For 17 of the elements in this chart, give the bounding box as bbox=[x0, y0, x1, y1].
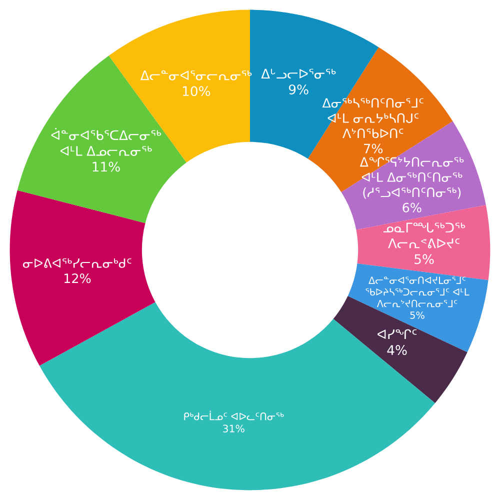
data-label: 12% bbox=[64, 274, 91, 284]
slice-label: ᐊᓯᖏᑦ bbox=[378, 329, 417, 340]
slice-label: ᓄᓇᒥᙵᖅᑐᖅ ᐱᓕᕆᕝᕕᐅᔪᑦ bbox=[383, 222, 466, 248]
data-label: 10% bbox=[182, 86, 210, 96]
slice-label: ᐃᓕᓐᓂᐊᕐᓂᑎᐊᔪᒪᓂᕐᒧᑦ ᖃᐅᔨᓴᖅᑐᓕᕆᓂᕐᒧᑦ ᐊᒻᒪ ᐱᓕᕆᔾᔪᑎᓕᕆᓂᕐᒧᑦ bbox=[366, 276, 470, 308]
slice-label: ᑭᒃᑯᓕᒫᓄᑦ ᐊᐅᓚᑦᑎᓂᖅ bbox=[184, 410, 284, 420]
data-label: 7% bbox=[364, 144, 383, 154]
data-label: 31% bbox=[223, 424, 244, 432]
slice-label: ᐋᓐᓂᐊᖃᕐᑕᐃᓕᓂᖅ ᐊᒻᒪ ᐃᓄᓕᕆᓂᖅ bbox=[51, 128, 162, 156]
slice-label: ᐃᒡᓗᓕᐅᕐᓂᖅ bbox=[261, 68, 336, 79]
data-label: 5% bbox=[410, 311, 424, 319]
data-label: 11% bbox=[92, 162, 120, 172]
data-label: 4% bbox=[387, 345, 407, 356]
data-label: 9% bbox=[288, 84, 308, 94]
slice-label: ᓂᐅᕕᐊᖅᓯᓕᕆᓂᒃᑯᑦ bbox=[22, 258, 132, 268]
data-label: 6% bbox=[402, 202, 422, 212]
data-label: 5% bbox=[414, 254, 434, 264]
